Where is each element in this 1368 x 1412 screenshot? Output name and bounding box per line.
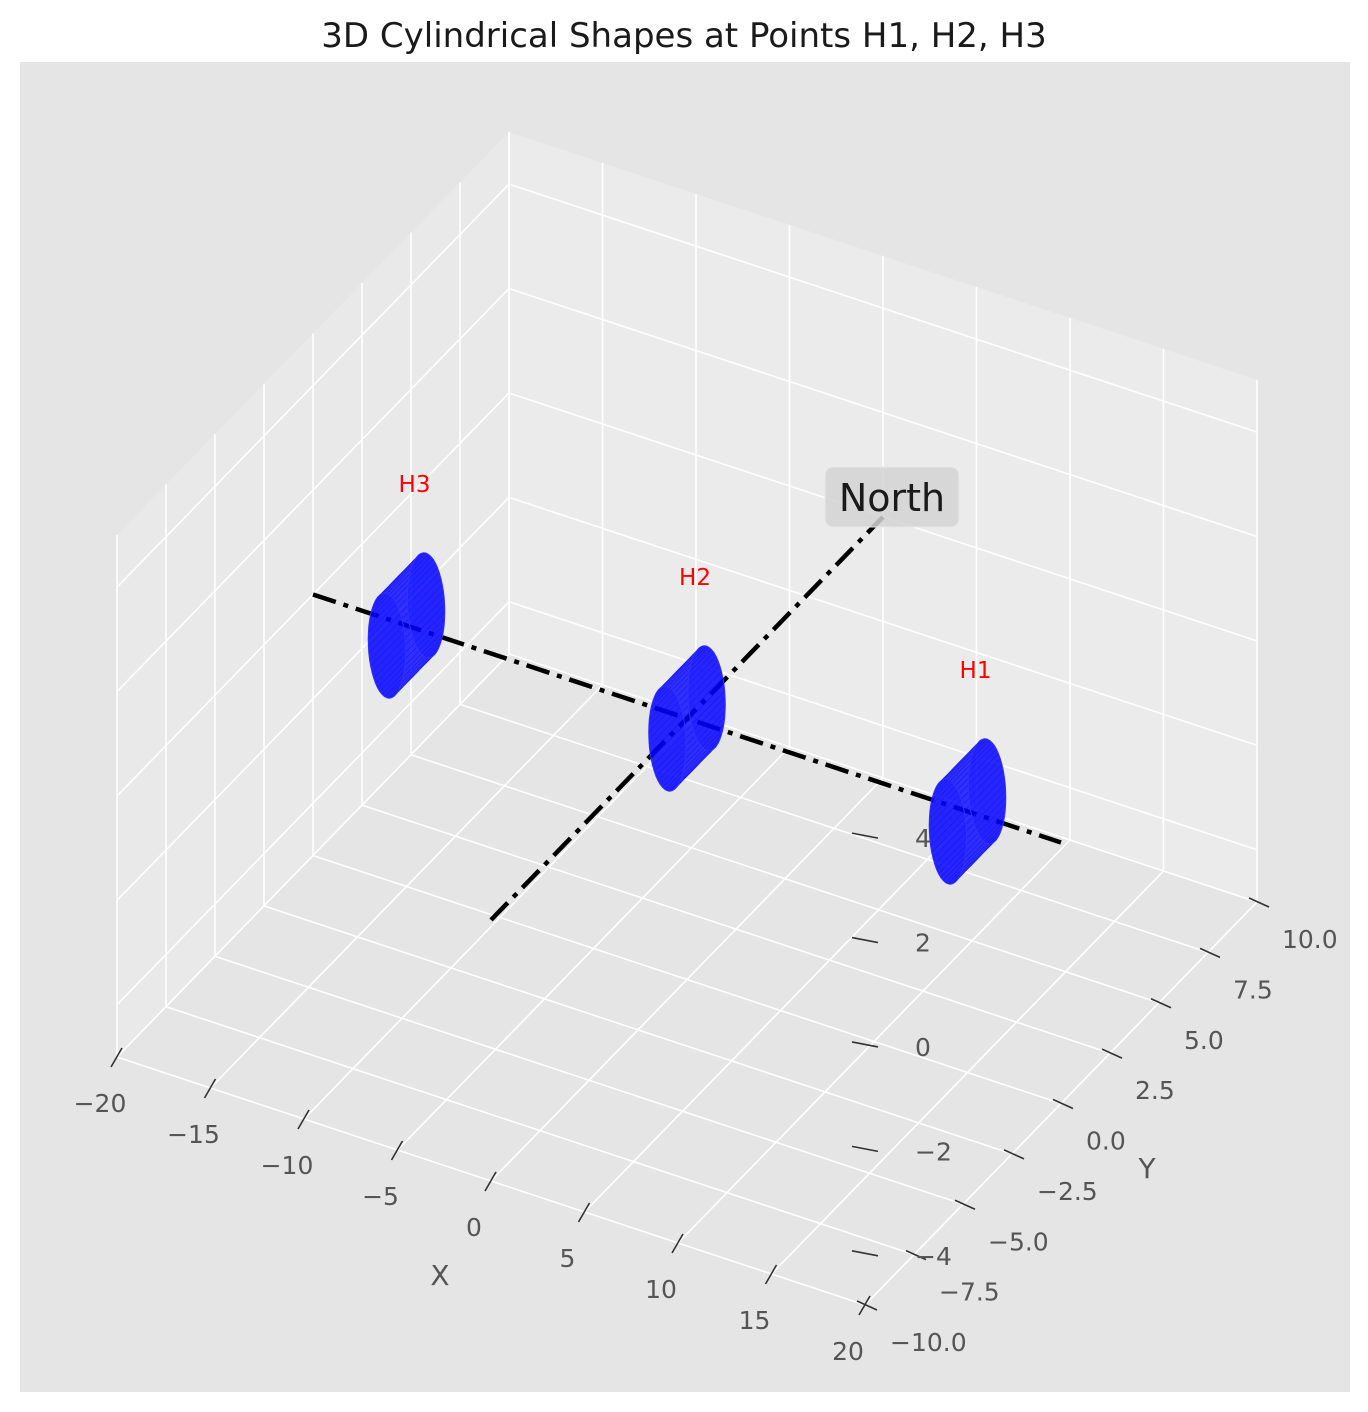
x-tick-label: −20: [74, 1089, 127, 1118]
z-tick: [851, 936, 879, 944]
x-tick: [203, 1078, 217, 1099]
x-tick-label: 10: [645, 1275, 677, 1304]
z-tick-label: −4: [915, 1242, 952, 1271]
z-tick-label: 2: [915, 929, 931, 958]
grid-line-y: [361, 804, 1111, 1054]
tick-marks: [110, 832, 1270, 1316]
cylinder-cap: [928, 778, 968, 885]
grid-line-z: [116, 183, 510, 588]
x-tick-label: −5: [362, 1182, 399, 1211]
cylinder-cap: [687, 645, 726, 752]
y-tick-label: −5.0: [988, 1227, 1049, 1256]
y-tick: [1052, 1098, 1074, 1110]
plot-content: H1 H2 H3 North: [312, 466, 1062, 922]
grid-line-z: [116, 496, 510, 901]
cylinder-cap: [967, 738, 1007, 845]
y-tick-label: 7.5: [1233, 975, 1273, 1004]
point-label: H1: [960, 658, 992, 684]
chart-title: 3D Cylindrical Shapes at Points H1, H2, …: [321, 16, 1046, 56]
x-tick: [110, 1047, 123, 1068]
cylinder-cap: [648, 685, 687, 792]
z-tick: [851, 1041, 879, 1048]
y-tick-label: −2.5: [1037, 1177, 1098, 1206]
grid-line-y: [508, 653, 1258, 903]
grid-line-y: [312, 854, 1062, 1105]
z-tick-label: 4: [915, 824, 931, 853]
grid-line-y: [165, 1005, 915, 1256]
grid-line-z: [116, 287, 510, 693]
x-tick-label: 0: [466, 1213, 482, 1242]
y-tick: [1199, 947, 1221, 959]
x-tick-label: −15: [167, 1120, 220, 1149]
y-axis-label: Y: [1137, 1152, 1156, 1185]
grid-line-y: [410, 753, 1160, 1004]
point-label: H2: [679, 565, 711, 591]
x-tick-label: −10: [261, 1151, 314, 1180]
grid-line-y: [214, 955, 964, 1206]
x-tick: [764, 1264, 778, 1285]
x-tick: [858, 1295, 871, 1316]
y-tick-label: 2.5: [1135, 1076, 1175, 1105]
grid-line-z: [116, 601, 510, 1006]
y-tick-label: 5.0: [1184, 1026, 1224, 1055]
y-tick: [1248, 897, 1270, 908]
y-tick-label: 0.0: [1086, 1127, 1126, 1156]
cylinder-h1: [928, 738, 1007, 885]
z-tick-label: 0: [915, 1033, 931, 1062]
cylinder-h2: [648, 645, 726, 792]
z-tick: [851, 1250, 879, 1257]
y-tick: [905, 1249, 927, 1261]
x-tick: [390, 1140, 404, 1161]
grid-line-y: [459, 703, 1209, 954]
y-tick: [1101, 1048, 1123, 1059]
y-tick-label: −7.5: [939, 1278, 1000, 1307]
x-tick: [484, 1171, 497, 1192]
y-tick: [1003, 1149, 1025, 1160]
y-tick-label: 10.0: [1282, 925, 1338, 954]
z-tick: [851, 1145, 879, 1153]
y-tick-label: −10.0: [890, 1328, 967, 1357]
x-tick-label: 15: [739, 1306, 771, 1335]
north-annotation: North: [824, 466, 960, 528]
grid-line-z: [508, 287, 1258, 538]
cylinder-h3: [367, 552, 446, 699]
grid-lines: [116, 131, 1258, 1306]
cylinder-cap: [367, 592, 407, 699]
point-label: H3: [399, 472, 431, 498]
y-tick: [954, 1199, 976, 1210]
z-tick: [851, 832, 879, 839]
grid-line-z: [508, 601, 1258, 851]
y-tick: [856, 1300, 878, 1311]
grid-line-z: [508, 183, 1258, 433]
z-tick-label: −2: [915, 1137, 952, 1166]
annotation-box: [824, 466, 960, 528]
x-tick-label: 5: [560, 1244, 576, 1273]
annotation-text: North: [839, 476, 945, 520]
grid-line-z: [508, 496, 1258, 747]
grid-line-y: [263, 905, 1013, 1155]
x-tick: [297, 1109, 310, 1130]
x-axis-label: X: [430, 1259, 449, 1292]
x-tick-label: 20: [832, 1337, 864, 1366]
x-tick: [577, 1202, 591, 1223]
cylinder-cap: [406, 552, 446, 659]
x-tick: [671, 1233, 684, 1254]
y-tick: [1150, 998, 1172, 1009]
